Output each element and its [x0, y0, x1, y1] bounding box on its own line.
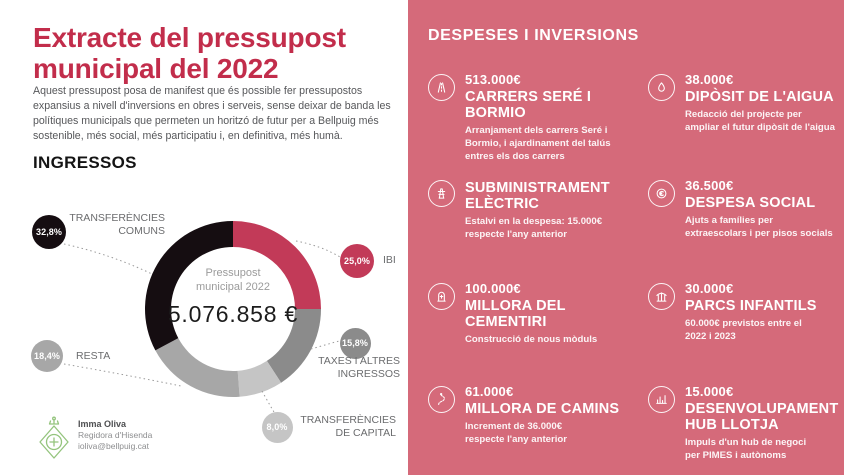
donut-slice-transfer-ncies-comuns: [145, 221, 233, 351]
expense-amount: 36.500€: [685, 178, 734, 193]
intro-text: Aquest pressupost posa de manifest que é…: [33, 85, 391, 143]
expense-title: DIPÒSIT DE L'AIGUA: [685, 89, 834, 105]
leader-line-resta: [63, 363, 182, 387]
expense-item: SUBMINISTRAMENT ELÈCTRIC Estalvi en la d…: [428, 178, 640, 242]
expense-title: MILLORA DE CAMINS: [465, 401, 620, 417]
slice-label-taxes-i-altres-ingressos: TAXES I ALTRES INGRESSOS: [318, 355, 400, 381]
signature-email: ioliva@bellpuig.cat: [78, 441, 150, 451]
expense-amount: 513.000€: [465, 72, 521, 87]
slice-bubble-transfer-ncies-comuns: 32,8%: [32, 215, 66, 249]
expense-desc: Impuls d'un hub de negoci per PIMES i au…: [685, 437, 807, 462]
slice-label-resta: RESTA: [76, 350, 111, 362]
leader-line-capital: [261, 390, 275, 413]
expense-desc: Ajuts a famílies per extraescolars i per…: [685, 215, 833, 239]
slice-bubble-taxes-i-altres-ingressos: 15,8%: [339, 327, 371, 359]
expense-desc: 60.000€ previstos entre el 2022 i 2023: [685, 318, 802, 342]
expense-item: 61.000€ MILLORA DE CAMINS Increment de 3…: [428, 384, 640, 447]
electricity-pylon-icon: [428, 180, 455, 207]
expense-title: DESENVOLUPAMENT HUB LLOTJA: [685, 401, 839, 434]
expense-item: 100.000€ MILLORA DEL CEMENTIRI Construcc…: [428, 281, 640, 347]
expense-item: 513.000€ CARRERS SERÉ I BORMIO Arranjame…: [428, 72, 640, 163]
bellpuig-crest-icon: [34, 414, 74, 467]
expense-title: PARCS INFANTILS: [685, 298, 817, 314]
expense-item: 36.500€ DESPESA SOCIAL Ajuts a famílies …: [648, 178, 840, 241]
donut-chart: [63, 221, 341, 413]
section-ingressos-title: INGRESSOS: [33, 153, 137, 172]
signature-block: Imma Oliva Regidora d'Hisenda ioliva@bel…: [78, 419, 152, 451]
cemetery-icon: [428, 283, 455, 310]
donut-slice-transfer-ncies-de-capital: [237, 360, 282, 397]
expense-desc: Redacció del projecte per ampliar el fut…: [685, 109, 835, 133]
expense-title: SUBMINISTRAMENT ELÈCTRIC: [465, 180, 610, 213]
donut-center-value: 5.076.858 €: [167, 301, 299, 327]
leader-line-ibi: [295, 240, 341, 258]
donut-slice-taxes-i-altres-ingressos: [266, 309, 321, 383]
expense-title: MILLORA DEL CEMENTIRI: [465, 298, 566, 331]
expense-amount: 38.000€: [685, 72, 734, 87]
expense-item: 15.000€ DESENVOLUPAMENT HUB LLOTJA Impul…: [648, 384, 840, 463]
donut-center-label: Pressupost municipal 2022: [196, 267, 270, 294]
slice-label-ibi: IBI: [383, 254, 396, 266]
expense-amount: 100.000€: [465, 281, 521, 296]
expense-desc: Estalvi en la despesa: 15.000€ respecte …: [465, 216, 603, 241]
slice-bubble-transfer-ncies-de-capital: 8,0%: [261, 411, 293, 443]
water-tank-icon: [648, 74, 675, 101]
despeses-heading: DESPESES I INVERSIONS: [428, 27, 639, 44]
expense-amount: 15.000€: [685, 384, 734, 399]
expense-title: CARRERS SERÉ I BORMIO: [465, 89, 592, 122]
road-icon: [428, 74, 455, 101]
bar-chart-icon: [648, 386, 675, 413]
expense-item: 38.000€ DIPÒSIT DE L'AIGUA Redacció del …: [648, 72, 840, 135]
slice-label-transfer-ncies-de-capital: TRANSFERÈNCIES DE CAPITAL: [300, 414, 396, 440]
leader-line-taxes: [310, 340, 340, 350]
signature-role: Regidora d'Hisenda: [78, 430, 153, 440]
expense-desc: Construcció de nous mòduls: [465, 334, 598, 346]
path-icon: [428, 386, 455, 413]
slice-label-transfer-ncies-comuns: TRANSFERÈNCIES COMUNS: [69, 212, 165, 238]
slice-bubble-resta: 18,4%: [31, 340, 63, 372]
expense-amount: 61.000€: [465, 384, 514, 399]
expense-item: 30.000€ PARCS INFANTILS 60.000€ previsto…: [648, 281, 840, 344]
playground-icon: [648, 283, 675, 310]
donut-slice-resta: [155, 338, 240, 397]
page-title: Extracte del pressupost municipal del 20…: [33, 22, 346, 85]
leader-line-comuns: [63, 243, 153, 275]
signature-name: Imma Oliva: [78, 419, 127, 429]
despeses-panel: DESPESES I INVERSIONS 513.000€ CARRERS S…: [408, 0, 844, 475]
social-aid-icon: [648, 180, 675, 207]
expense-title: DESPESA SOCIAL: [685, 195, 816, 211]
expense-amount: 30.000€: [685, 281, 734, 296]
expense-desc: Arranjament dels carrers Seré i Bormio, …: [465, 125, 611, 162]
slice-bubble-ibi: 25,0%: [340, 244, 374, 278]
donut-slice-ibi: [233, 221, 321, 309]
ingressos-panel: Extracte del pressupost municipal del 20…: [0, 0, 408, 475]
expense-desc: Increment de 36.000€ respecte l'any ante…: [465, 421, 567, 445]
